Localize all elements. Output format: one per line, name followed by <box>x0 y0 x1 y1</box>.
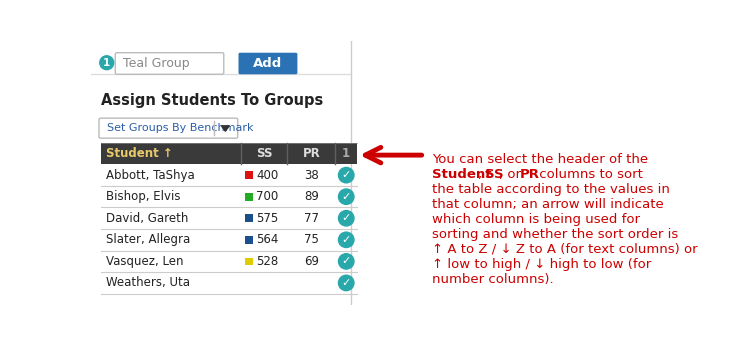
Text: Abbott, TaShya: Abbott, TaShya <box>106 169 195 182</box>
Text: You can select the header of the: You can select the header of the <box>432 153 648 166</box>
Text: ,: , <box>478 168 487 181</box>
FancyBboxPatch shape <box>101 186 357 208</box>
Text: columns to sort: columns to sort <box>535 168 643 181</box>
Text: Vasquez, Len: Vasquez, Len <box>106 255 183 268</box>
Text: David, Gareth: David, Gareth <box>106 212 188 225</box>
Text: Slater, Allegra: Slater, Allegra <box>106 233 191 246</box>
Circle shape <box>339 189 354 204</box>
Text: 564: 564 <box>256 233 279 246</box>
Text: ✓: ✓ <box>342 213 351 223</box>
FancyBboxPatch shape <box>245 214 253 222</box>
Text: ✓: ✓ <box>342 278 351 288</box>
FancyBboxPatch shape <box>239 53 297 74</box>
Text: 528: 528 <box>256 255 279 268</box>
Text: sorting and whether the sort order is: sorting and whether the sort order is <box>432 228 678 241</box>
Text: Set Groups By Benchmark: Set Groups By Benchmark <box>107 123 253 133</box>
Text: ↑ low to high / ↓ high to low (for: ↑ low to high / ↓ high to low (for <box>432 258 651 271</box>
Text: 75: 75 <box>304 233 319 246</box>
Text: 700: 700 <box>256 190 279 203</box>
Circle shape <box>339 232 354 248</box>
Text: PR: PR <box>302 147 320 160</box>
FancyBboxPatch shape <box>101 251 357 272</box>
Text: PR: PR <box>520 168 539 181</box>
Text: Add: Add <box>253 57 283 70</box>
Polygon shape <box>221 126 229 131</box>
Circle shape <box>339 211 354 226</box>
Text: 77: 77 <box>304 212 319 225</box>
Text: 69: 69 <box>304 255 319 268</box>
Text: SS: SS <box>485 168 504 181</box>
Text: ✓: ✓ <box>342 170 351 180</box>
FancyBboxPatch shape <box>245 258 253 265</box>
Text: the table according to the values in: the table according to the values in <box>432 183 670 196</box>
Text: Bishop, Elvis: Bishop, Elvis <box>106 190 180 203</box>
Text: which column is being used for: which column is being used for <box>432 213 640 226</box>
Text: 1: 1 <box>103 58 110 68</box>
FancyBboxPatch shape <box>99 118 238 138</box>
FancyBboxPatch shape <box>101 272 357 294</box>
FancyBboxPatch shape <box>245 193 253 201</box>
FancyBboxPatch shape <box>101 164 357 186</box>
Text: 400: 400 <box>256 169 279 182</box>
Text: ✓: ✓ <box>342 256 351 267</box>
Text: 1: 1 <box>342 147 350 160</box>
Text: ↑ A to Z / ↓ Z to A (for text columns) or: ↑ A to Z / ↓ Z to A (for text columns) o… <box>432 243 698 256</box>
Text: Student: Student <box>432 168 492 181</box>
Text: Weathers, Uta: Weathers, Uta <box>106 276 190 289</box>
FancyBboxPatch shape <box>101 229 357 251</box>
Text: that column; an arrow will indicate: that column; an arrow will indicate <box>432 198 664 211</box>
FancyBboxPatch shape <box>101 143 357 164</box>
Circle shape <box>339 275 354 291</box>
Text: SS: SS <box>255 147 272 160</box>
Text: ✓: ✓ <box>342 192 351 202</box>
Text: 38: 38 <box>304 169 319 182</box>
Text: ✓: ✓ <box>342 235 351 245</box>
Text: Assign Students To Groups: Assign Students To Groups <box>101 93 323 108</box>
Circle shape <box>100 56 114 70</box>
Text: Student ↑: Student ↑ <box>106 147 173 160</box>
FancyBboxPatch shape <box>101 208 357 229</box>
Text: 89: 89 <box>304 190 319 203</box>
Text: Teal Group: Teal Group <box>123 57 190 70</box>
FancyBboxPatch shape <box>245 171 253 179</box>
FancyBboxPatch shape <box>245 236 253 244</box>
Circle shape <box>339 167 354 183</box>
Circle shape <box>339 254 354 269</box>
Text: number columns).: number columns). <box>432 273 554 286</box>
Text: 575: 575 <box>256 212 279 225</box>
Text: , or: , or <box>499 168 526 181</box>
FancyBboxPatch shape <box>115 53 224 74</box>
